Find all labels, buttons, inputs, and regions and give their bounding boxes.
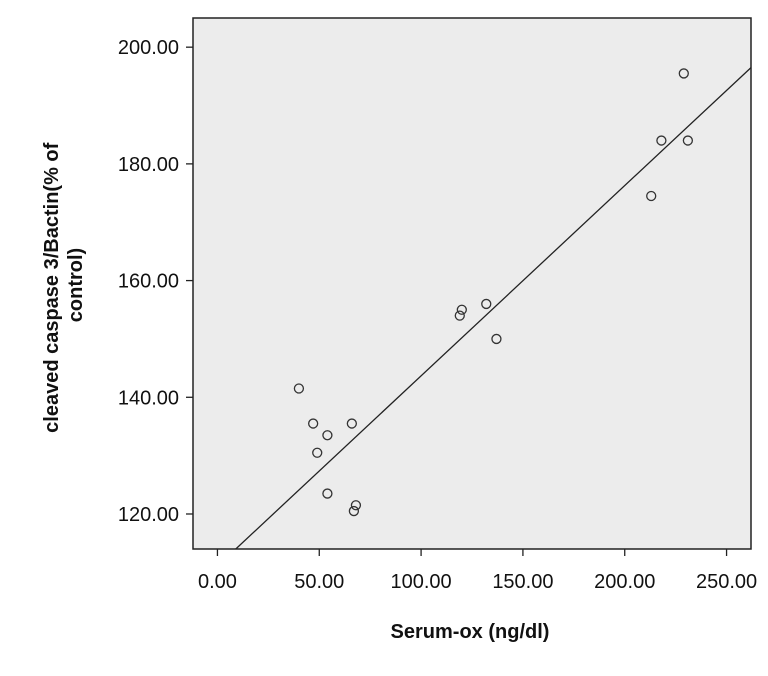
x-axis-title: Serum-ox (ng/dl)	[391, 621, 550, 643]
fit-line	[235, 67, 752, 550]
y-tick-label-0: 120.00	[118, 504, 179, 526]
data-point-15	[678, 68, 689, 79]
y-axis-title-line-1: cleaved caspase 3/Bactin(% of	[41, 142, 63, 432]
y-axis: 120.00 140.00 160.00 180.00 200.00	[118, 37, 193, 526]
y-tick-label-2: 160.00	[118, 271, 179, 293]
x-tick-label-1: 50.00	[294, 571, 344, 593]
x-tick-label-3: 150.00	[492, 571, 553, 593]
y-tick-label-1: 140.00	[118, 387, 179, 409]
data-point-6	[346, 418, 357, 429]
data-point-4	[322, 430, 333, 441]
data-point-2	[308, 418, 319, 429]
data-point-7	[348, 505, 360, 517]
y-axis-title: cleaved caspase 3/Bactin(% of control)	[41, 137, 87, 433]
chart-marks	[235, 67, 752, 550]
data-point-14	[656, 135, 667, 146]
x-axis: 0.00 50.00 100.00 150.00 200.00 250.00	[198, 549, 757, 593]
x-tick-label-4: 200.00	[594, 571, 655, 593]
data-point-9	[454, 310, 465, 321]
data-point-1	[293, 383, 305, 394]
data-point-10	[456, 304, 467, 315]
plot-area	[192, 17, 752, 550]
x-tick-label-2: 100.00	[391, 571, 452, 593]
y-tick-label-4: 200.00	[118, 37, 179, 59]
data-point-11	[481, 298, 492, 310]
y-axis-title-line-2: control)	[65, 248, 87, 322]
data-point-13	[646, 190, 657, 202]
x-tick-label-0: 0.00	[198, 571, 237, 593]
data-point-12	[491, 333, 502, 345]
data-point-5	[322, 488, 333, 499]
data-point-3	[312, 447, 323, 458]
data-point-8	[350, 500, 362, 511]
data-point-16	[682, 135, 694, 146]
x-tick-label-5: 250.00	[696, 571, 757, 593]
y-tick-label-3: 180.00	[118, 154, 179, 176]
